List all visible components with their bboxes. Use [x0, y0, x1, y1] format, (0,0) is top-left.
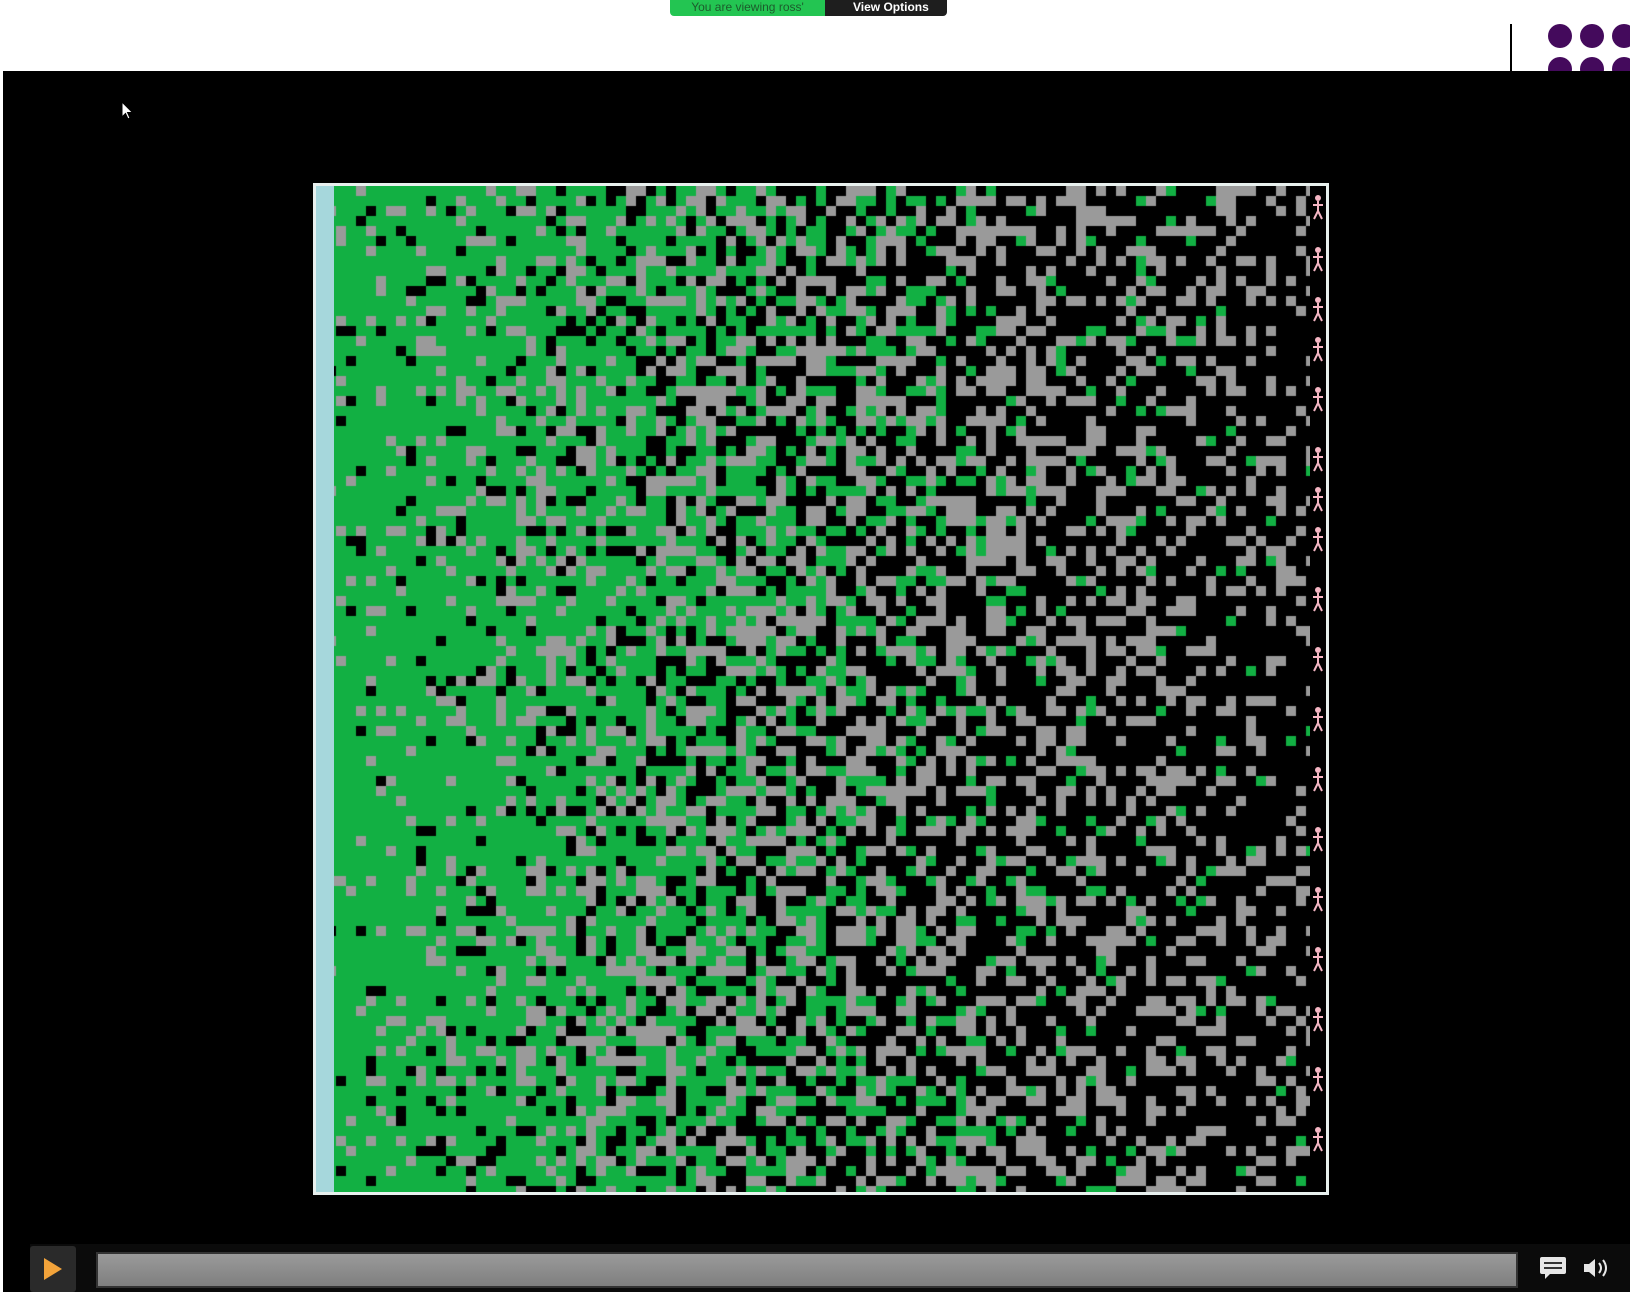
- volume-icon[interactable]: [1582, 1256, 1612, 1280]
- person-icon: [1313, 707, 1323, 732]
- person-icon: [1313, 387, 1323, 412]
- shared-video-area: [3, 71, 1630, 1292]
- person-icon: [1313, 1067, 1323, 1092]
- captions-icon[interactable]: [1539, 1256, 1567, 1280]
- mouse-pointer-icon: [121, 101, 134, 120]
- screen-share-banner: You are viewing ross' screen View Option…: [670, 0, 947, 16]
- person-icon: [1313, 1007, 1323, 1032]
- person-icon: [1313, 767, 1323, 792]
- person-icon: [1313, 587, 1323, 612]
- view-options-button[interactable]: View Options ▾: [825, 0, 947, 16]
- video-controls: [30, 1244, 1630, 1292]
- simulation-grid: [316, 186, 1326, 1192]
- person-icon: [1313, 247, 1323, 272]
- view-options-label: View Options: [853, 0, 929, 14]
- purple-dots-logo: [1548, 24, 1630, 72]
- divider-line: [1510, 24, 1512, 72]
- forest-fire-simulation: [313, 183, 1329, 1195]
- person-icon: [1313, 487, 1323, 512]
- sim-left-edge: [316, 186, 334, 1192]
- person-icon: [1313, 887, 1323, 912]
- play-icon: [44, 1258, 62, 1280]
- person-icon: [1313, 827, 1323, 852]
- person-icon: [1313, 647, 1323, 672]
- person-icon: [1313, 527, 1323, 552]
- share-status-text: You are viewing ross' screen: [670, 0, 825, 16]
- person-icon: [1313, 947, 1323, 972]
- person-icon: [1313, 337, 1323, 362]
- progress-bar[interactable]: [96, 1252, 1518, 1288]
- person-icon: [1313, 1127, 1323, 1152]
- person-icon: [1313, 195, 1323, 220]
- play-button[interactable]: [30, 1246, 76, 1292]
- sim-right-edge: [1310, 186, 1326, 1192]
- person-icon: [1313, 297, 1323, 322]
- person-icon: [1313, 447, 1323, 472]
